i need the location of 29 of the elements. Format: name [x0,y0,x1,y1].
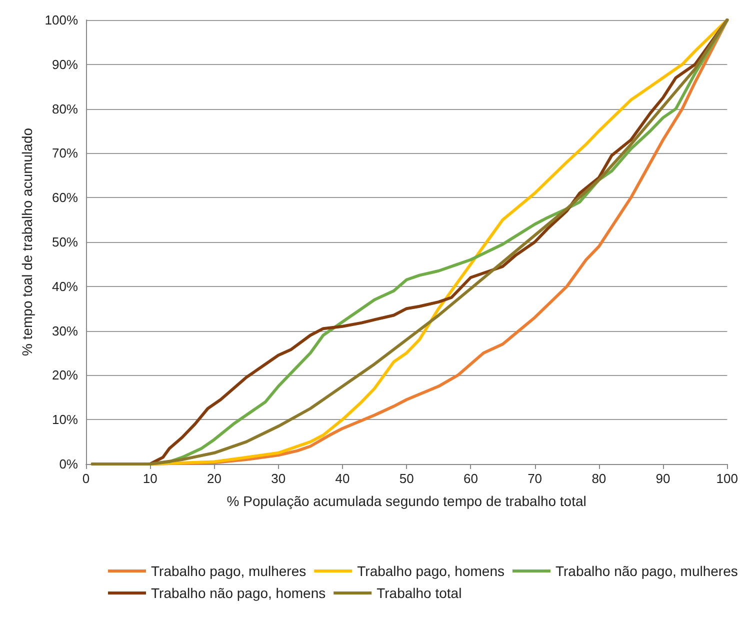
x-axis-title: % População acumulada segundo tempo de trabalho total [226,493,586,509]
y-tick-label: 90% [52,56,78,72]
x-tick-label: 10 [142,471,158,486]
y-tick-label: 60% [52,190,78,206]
y-tick-label: 40% [52,278,78,294]
y-tick-label: 20% [52,368,78,383]
x-tick-label: 90 [656,471,670,486]
x-tick-label: 0 [82,471,90,486]
x-tick-label: 40 [335,471,350,486]
x-tick-label: 80 [592,471,606,486]
x-tick-label: 30 [271,471,286,486]
y-tick-label: 10% [52,412,78,428]
legend-label: Trabalho não pago, homens [151,585,326,601]
x-tick-label: 70 [528,471,542,486]
x-tick-label: 100 [716,471,738,486]
x-tick-label: 60 [463,471,478,486]
legend-label: Trabalho não pago, mulheres [555,563,738,579]
legend-label: Trabalho pago, mulheres [151,563,306,579]
legend-label: Trabalho pago, homens [357,563,504,579]
y-tick-label: 50% [52,234,78,250]
y-tick-label: 80% [52,101,78,116]
x-tick-label: 50 [399,471,414,486]
y-tick-label: 30% [52,323,78,338]
x-tick-label: 20 [206,471,222,486]
y-tick-label: 100% [44,12,78,28]
y-tick-label: 0% [59,456,78,472]
y-tick-label: 70% [52,146,78,161]
legend-label: Trabalho total [376,585,462,601]
y-axis-title: % tempo toal de trabalho acumulado [18,128,35,356]
